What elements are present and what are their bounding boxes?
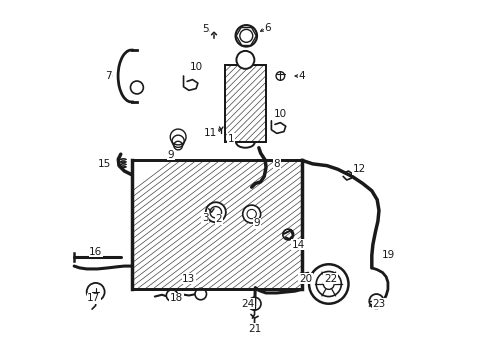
Circle shape (239, 30, 252, 42)
Text: 2: 2 (215, 215, 222, 224)
Text: 20: 20 (298, 274, 311, 284)
Text: 18: 18 (169, 293, 183, 303)
Text: 24: 24 (241, 299, 254, 309)
Bar (131, 160, 301, 289)
Bar (131, 160, 301, 289)
Text: 14: 14 (291, 239, 305, 249)
Text: 23: 23 (371, 299, 385, 309)
Circle shape (166, 290, 178, 301)
Text: 22: 22 (323, 274, 337, 284)
Text: 9: 9 (253, 218, 260, 228)
Text: 17: 17 (87, 293, 101, 303)
Circle shape (246, 210, 256, 219)
Circle shape (210, 207, 221, 218)
Circle shape (86, 283, 104, 301)
Text: 9: 9 (167, 150, 174, 160)
Text: 11: 11 (203, 129, 217, 138)
Text: 6: 6 (264, 23, 270, 33)
Bar (224, 65, 265, 142)
Circle shape (236, 51, 254, 69)
Text: 7: 7 (105, 71, 111, 81)
Circle shape (195, 288, 206, 300)
Bar (224, 65, 265, 142)
Text: 19: 19 (381, 250, 394, 260)
Text: 12: 12 (352, 164, 365, 174)
Text: 13: 13 (182, 274, 195, 284)
Circle shape (308, 264, 348, 304)
Text: 3: 3 (202, 213, 208, 222)
Text: 4: 4 (298, 71, 305, 81)
Text: 1: 1 (227, 134, 234, 144)
Text: 8: 8 (273, 159, 280, 169)
Circle shape (276, 72, 284, 80)
Text: 16: 16 (89, 247, 102, 257)
Circle shape (130, 81, 143, 94)
Circle shape (235, 25, 257, 46)
Text: 5: 5 (202, 24, 208, 35)
Circle shape (368, 294, 383, 309)
Text: 10: 10 (189, 62, 202, 72)
Circle shape (247, 297, 261, 310)
Text: 21: 21 (248, 324, 262, 334)
Circle shape (323, 279, 333, 289)
Circle shape (242, 205, 260, 223)
Text: 15: 15 (98, 159, 111, 169)
Circle shape (316, 271, 341, 297)
Text: 10: 10 (273, 109, 286, 119)
Bar (131, 160, 301, 289)
Circle shape (205, 202, 225, 222)
